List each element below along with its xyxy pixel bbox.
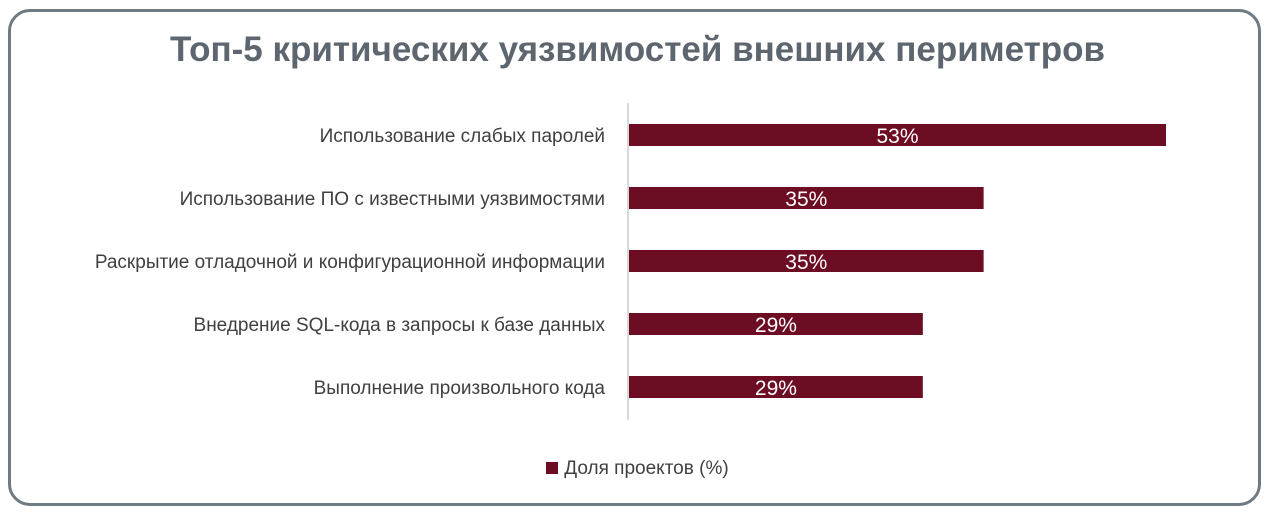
bar-value-label: 29% xyxy=(755,314,797,337)
legend: Доля проектов (%) xyxy=(0,458,1275,480)
bar xyxy=(629,376,923,398)
category-label: Раскрытие отладочной и конфигурационной … xyxy=(95,252,605,273)
category-label: Использование ПО с известными уязвимостя… xyxy=(180,189,605,210)
category-label: Внедрение SQL-кода в запросы к базе данн… xyxy=(194,315,606,336)
legend-swatch xyxy=(546,462,559,474)
category-label: Использование слабых паролей xyxy=(320,126,605,147)
bar xyxy=(629,187,984,209)
bar-value-label: 35% xyxy=(785,188,827,211)
bar-value-label: 53% xyxy=(876,125,918,148)
bar-value-label: 35% xyxy=(785,251,827,274)
bar xyxy=(629,250,984,272)
chart-title: Топ-5 критических уязвимостей внешних пе… xyxy=(169,30,1106,69)
legend-label: Доля проектов (%) xyxy=(564,458,729,479)
bar xyxy=(629,124,1166,146)
category-label: Выполнение произвольного кода xyxy=(314,378,606,399)
bar-value-label: 29% xyxy=(755,377,797,400)
bar xyxy=(629,313,923,335)
